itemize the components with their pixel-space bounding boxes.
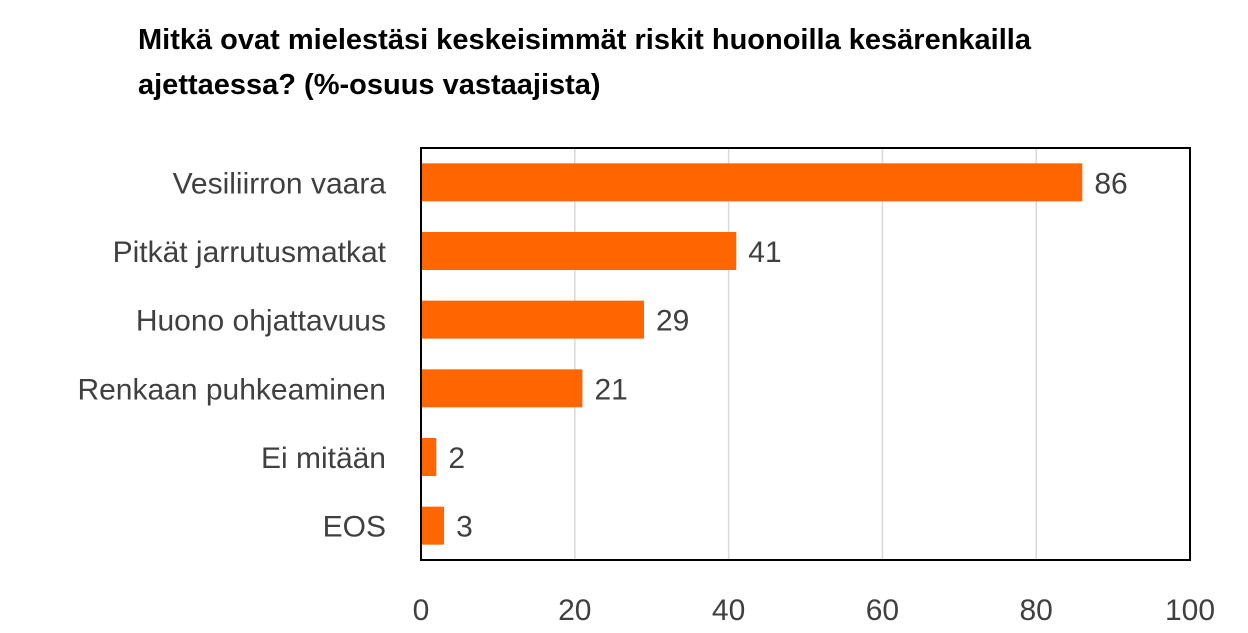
category-label: Vesiliirron vaara — [173, 167, 387, 200]
category-label: Huono ohjattavuus — [136, 305, 386, 338]
bar — [421, 506, 445, 545]
x-tick-label: 0 — [413, 594, 430, 627]
plot-frame — [420, 147, 1191, 561]
bar — [421, 163, 1083, 202]
x-tick-label: 20 — [558, 594, 591, 627]
chart-title: Mitkä ovat mielestäsi keskeisimmät riski… — [138, 18, 1218, 108]
x-tick-label: 40 — [712, 594, 745, 627]
x-tick-label: 60 — [866, 594, 899, 627]
bar — [421, 232, 737, 270]
category-label: Renkaan puhkeaminen — [77, 373, 386, 406]
value-label: 41 — [748, 236, 781, 269]
value-label: 2 — [448, 442, 465, 475]
value-labels: 86 41 29 21 2 3 — [448, 167, 1127, 543]
category-labels: Vesiliirron vaara Pitkät jarrutusmatkat Hu… — [77, 167, 386, 543]
chart-title-line-1: Mitkä ovat mielestäsi keskeisimmät riski… — [138, 24, 1031, 56]
bars — [421, 163, 1083, 545]
bar — [421, 300, 645, 339]
x-axis-ticks: 0 20 40 60 80 100 — [413, 594, 1215, 627]
gridlines — [574, 148, 1037, 560]
x-tick-label: 80 — [1020, 594, 1053, 627]
category-label: Ei mitään — [261, 442, 386, 475]
category-label: Pitkät jarrutusmatkat — [113, 236, 387, 269]
value-label: 29 — [656, 305, 689, 338]
category-label: EOS — [323, 511, 386, 544]
value-label: 3 — [456, 511, 473, 544]
value-label: 21 — [594, 373, 627, 406]
bar — [421, 438, 437, 476]
bar — [421, 369, 583, 408]
chart-title-line-2: ajettaessa? (%-osuus vastaajista) — [138, 69, 601, 101]
value-label: 86 — [1094, 167, 1127, 200]
x-tick-label: 100 — [1165, 594, 1215, 627]
